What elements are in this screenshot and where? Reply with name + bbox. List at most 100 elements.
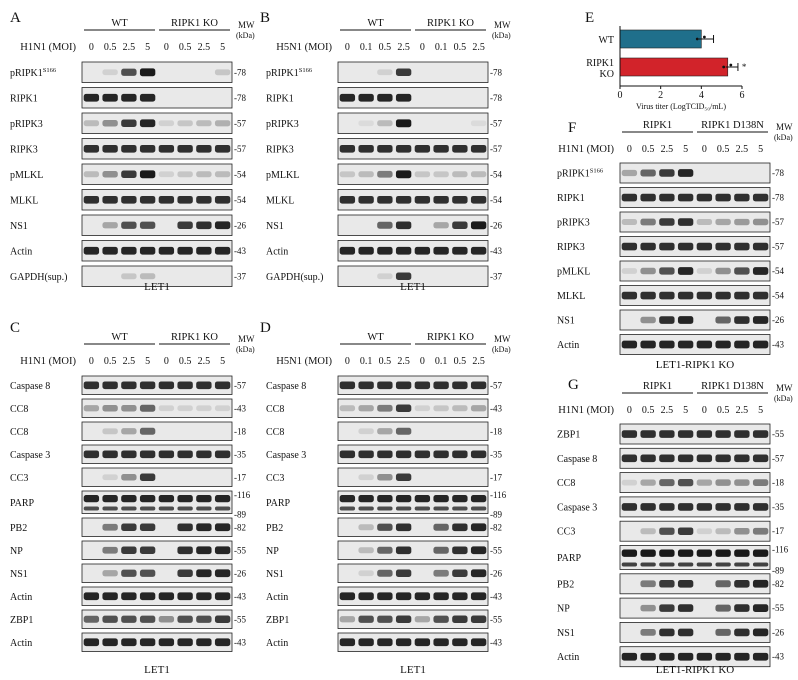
mw-marker: -78 [490, 67, 502, 77]
band [734, 628, 750, 637]
band [139, 381, 156, 390]
band [452, 195, 468, 204]
blot-row: CC8 -43 [10, 398, 246, 418]
band [433, 144, 449, 153]
band [752, 316, 769, 324]
band [621, 242, 638, 251]
band [677, 169, 694, 177]
band [196, 592, 212, 601]
band [715, 218, 731, 226]
band [452, 546, 468, 555]
band [696, 549, 713, 557]
lane-label: 0.5 [179, 356, 192, 367]
row-label: pRIPK3 [10, 119, 43, 130]
band [139, 68, 156, 77]
band [734, 503, 750, 511]
mw-marker: -57 [234, 118, 246, 128]
band [358, 524, 374, 531]
blot-strip [337, 421, 489, 441]
band [121, 119, 137, 127]
panel-label: A [10, 10, 21, 26]
row-label: pRIPK3 [557, 218, 590, 229]
row-label: Actin [557, 340, 579, 351]
band [177, 144, 193, 153]
group-header: WT [367, 18, 384, 29]
lane-label: 0.1 [360, 42, 373, 53]
band [177, 638, 193, 647]
band [621, 652, 638, 661]
row-label: RIPK3 [557, 242, 585, 253]
band [640, 580, 656, 588]
blot-row: pMLKL -54 [557, 260, 784, 282]
band [339, 195, 356, 204]
band [696, 652, 713, 661]
blot-row: NP -55 [266, 540, 502, 560]
band [640, 316, 656, 324]
mw-marker: -78 [490, 93, 502, 103]
mw-marker: -35 [772, 502, 784, 512]
x-tick-label: 0 [618, 90, 623, 101]
blot-strip [619, 187, 771, 208]
blot-row: Actin -43 [557, 646, 784, 668]
band [414, 246, 431, 255]
band [196, 638, 212, 647]
band [121, 428, 137, 435]
blot-strip [619, 260, 771, 282]
lane-label: 0.5 [104, 356, 117, 367]
band [395, 473, 412, 481]
band [696, 454, 713, 463]
band [214, 450, 231, 459]
band [358, 615, 374, 623]
band [696, 268, 713, 274]
lane-label: 0.5 [717, 144, 730, 155]
band [121, 495, 137, 503]
band [83, 171, 100, 178]
band [102, 615, 118, 623]
band [177, 495, 193, 503]
panel-label: F [568, 120, 576, 136]
band [377, 221, 393, 229]
blot-row: Actin -43 [266, 240, 502, 262]
band [377, 523, 393, 531]
row-label: MLKL [10, 195, 38, 206]
band [395, 170, 412, 179]
band [752, 628, 769, 637]
band [659, 340, 675, 349]
band [395, 615, 412, 623]
band [677, 430, 694, 438]
lane-label: 0.5 [379, 356, 392, 367]
band [83, 120, 100, 127]
band [177, 506, 193, 511]
row-label: NS1 [266, 569, 284, 580]
band [139, 523, 156, 531]
blot-strip [337, 540, 489, 560]
mw-marker: -43 [234, 403, 246, 413]
row-label: RIPK1 [266, 93, 294, 104]
mw-marker: -57 [234, 144, 246, 154]
band [377, 195, 393, 204]
blot-row: CC8 -18 [266, 421, 502, 441]
mw-marker: -37 [234, 271, 246, 281]
band [358, 246, 374, 255]
band [83, 93, 100, 102]
blot-strip [337, 586, 489, 606]
blot-row: pRIPK1S166 -78 [266, 61, 502, 83]
lane-label: 5 [220, 42, 225, 53]
band [102, 523, 118, 531]
band [177, 405, 193, 412]
group-header: RIPK1 KO [427, 332, 474, 343]
mw-marker: -78 [234, 67, 246, 77]
row-label: NS1 [10, 569, 28, 580]
blot-strip [337, 563, 489, 583]
band [102, 222, 118, 229]
band [83, 638, 100, 647]
row-label: CC8 [557, 478, 575, 489]
lane-label: 0.5 [454, 42, 467, 53]
band [640, 652, 656, 661]
band [121, 592, 137, 601]
band [339, 405, 356, 412]
band [395, 546, 412, 555]
mw-marker: -57 [772, 217, 784, 227]
band [358, 195, 374, 204]
blot-strip [81, 265, 233, 287]
